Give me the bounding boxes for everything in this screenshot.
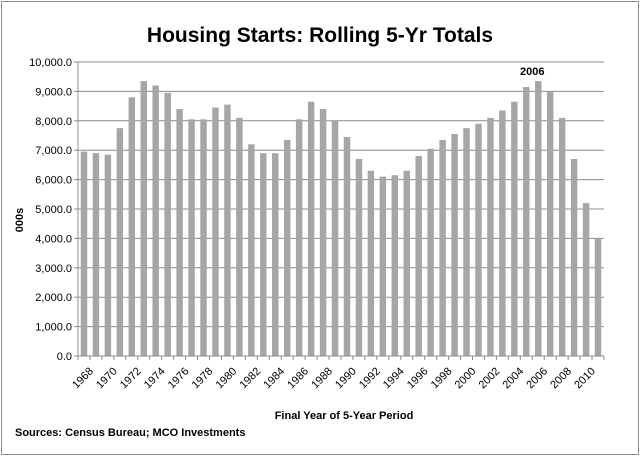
bar-1993 — [379, 176, 387, 356]
x-tick-label: 1972 — [118, 365, 144, 391]
y-tick-label: 5,000.0 — [35, 204, 72, 216]
x-axis-label: Final Year of 5-Year Period — [275, 410, 414, 422]
x-tick-label: 1982 — [237, 365, 263, 391]
x-axis-ticks: 1968197019721974197619781980198219841986… — [70, 356, 605, 391]
bar-1968 — [80, 151, 88, 356]
x-tick-label: 1968 — [70, 365, 96, 391]
x-tick-label: 2008 — [548, 365, 574, 391]
y-tick-label: 3,000.0 — [35, 263, 72, 275]
bar-series — [80, 81, 602, 357]
x-tick-label: 1984 — [261, 365, 287, 391]
x-tick-label: 1970 — [94, 365, 120, 391]
y-tick-label: 1,000.0 — [35, 322, 72, 334]
x-tick-label: 1974 — [142, 365, 168, 391]
bar-2000 — [463, 128, 470, 356]
bar-1975 — [164, 92, 171, 357]
bar-2005 — [523, 86, 530, 357]
bar-1983 — [260, 153, 267, 356]
bar-1997 — [427, 148, 434, 356]
bar-1979 — [212, 107, 219, 356]
bar-1971 — [116, 128, 124, 356]
y-tick-label: 7,000.0 — [35, 145, 72, 157]
bar-1972 — [128, 97, 136, 356]
bar-1974 — [152, 85, 159, 357]
y-tick-label: 10,000.0 — [29, 57, 72, 69]
bar-2010 — [582, 203, 590, 356]
bar-1970 — [104, 154, 112, 356]
x-tick-label: 1996 — [405, 365, 431, 391]
bar-1998 — [439, 139, 446, 356]
bar-1994 — [391, 175, 399, 356]
bar-1984 — [272, 153, 279, 356]
x-tick-label: 1988 — [309, 365, 335, 391]
x-tick-label: 2010 — [572, 365, 598, 391]
x-tick-label: 1978 — [190, 365, 216, 391]
y-tick-label: 8,000.0 — [35, 116, 72, 128]
bar-1978 — [200, 119, 207, 356]
y-axis-label: 000s — [14, 208, 26, 232]
bar-2011 — [594, 238, 602, 356]
bar-2001 — [475, 123, 482, 357]
bar-2002 — [487, 117, 494, 356]
bar-1976 — [176, 109, 183, 356]
y-tick-label: 4,000.0 — [35, 233, 72, 245]
bar-1981 — [236, 117, 243, 356]
source-note: Sources: Census Bureau; MCO Investments — [15, 427, 245, 439]
x-tick-label: 2006 — [524, 365, 550, 391]
x-tick-label: 1994 — [381, 365, 407, 391]
y-tick-label: 9,000.0 — [35, 86, 72, 98]
bar-1991 — [355, 159, 363, 356]
y-tick-label: 2,000.0 — [35, 292, 72, 304]
bar-1986 — [295, 119, 303, 356]
bar-1996 — [415, 156, 422, 356]
x-tick-label: 1980 — [214, 365, 240, 391]
bar-1988 — [319, 109, 327, 356]
x-tick-label: 1986 — [285, 365, 311, 391]
bar-1980 — [224, 104, 231, 356]
bar-1999 — [451, 134, 458, 356]
bar-1982 — [248, 144, 255, 356]
bar-1995 — [403, 170, 410, 356]
x-tick-label: 1992 — [357, 365, 383, 391]
bar-2004 — [511, 101, 518, 356]
bar-2009 — [570, 159, 578, 356]
bar-2003 — [499, 110, 506, 356]
bar-1969 — [92, 153, 100, 356]
bar-1977 — [188, 119, 195, 356]
x-tick-label: 1998 — [429, 365, 455, 391]
y-axis-ticks: 0.0 1,000.0 2,000.0 3,000.0 4,000.0 5,000.0 6,… — [29, 57, 78, 363]
bar-1987 — [307, 101, 315, 356]
x-tick-label: 1976 — [166, 365, 192, 391]
y-tick-label: 6,000.0 — [35, 175, 72, 187]
x-tick-label: 2002 — [477, 365, 503, 391]
bar-1989 — [331, 120, 339, 356]
x-tick-label: 2004 — [500, 365, 526, 391]
chart-title: Housing Starts: Rolling 5-Yr Totals — [147, 24, 493, 47]
bar-2007 — [546, 91, 554, 357]
bar-2006 — [535, 81, 542, 357]
peak-annotation: 2006 — [520, 66, 544, 78]
x-tick-label: 2000 — [453, 365, 479, 391]
x-tick-label: 1990 — [333, 365, 359, 391]
bar-1990 — [343, 136, 351, 356]
bar-1973 — [140, 81, 147, 357]
y-tick-label: 0.0 — [57, 351, 72, 363]
bar-1992 — [367, 170, 375, 356]
bar-1985 — [283, 139, 291, 356]
bar-2008 — [558, 117, 566, 356]
